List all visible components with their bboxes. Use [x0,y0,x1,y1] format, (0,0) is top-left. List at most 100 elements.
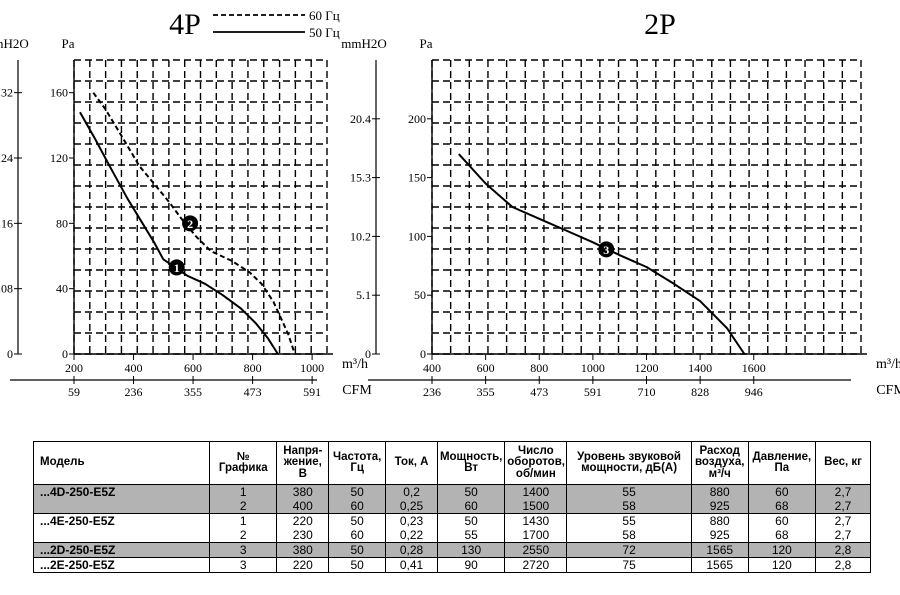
cell-weight: 2,7 [815,499,871,514]
y-tick-label: 0 [420,347,426,361]
chart-title: 2P [644,8,676,41]
y-tick-label: 160 [50,86,68,100]
cell-airflow: 1565 [690,542,749,558]
cell-rpm: 2720 [504,557,568,573]
header-current: Ток, А [385,441,438,485]
cfm-tick-label: 710 [638,385,656,399]
operating-point-marker [168,259,185,276]
y-tick-label: 120 [50,151,68,165]
x2-axis-label: CFM [876,383,900,398]
operating-point-label: 1 [174,261,180,275]
cell-graph: 3 [209,557,278,573]
header-model: Модель [32,441,211,485]
table-row: ...4D-250-E5Z 1 380 50 0,2 50 1400 55 88… [32,484,871,499]
y2-tick-label: 12.24 [0,151,13,165]
cell-model [32,528,211,543]
cfm-tick-label: 473 [244,385,262,399]
cell-pressure: 60 [747,484,817,499]
cell-frequency: 50 [328,484,387,499]
cell-airflow: 925 [690,528,749,543]
x-tick-label: 800 [530,361,548,375]
x-tick-label: 400 [423,361,441,375]
cell-airflow: 1565 [690,557,749,573]
cell-power: 60 [436,499,506,514]
x-tick-label: 1400 [688,361,712,375]
cfm-tick-label: 591 [584,385,602,399]
cell-model: ...4D-250-E5Z [32,484,211,499]
cell-rpm: 2550 [504,542,568,558]
cell-power: 130 [436,542,506,558]
y-tick-label: 200 [408,112,426,126]
x-tick-label: 600 [184,361,202,375]
cell-weight: 2,7 [815,513,871,528]
y2-axis-label: mmH2O [0,36,29,51]
table-row: ...2D-250-E5Z 3 380 50 0,28 130 2550 72 … [32,542,871,558]
y2-tick-label: 4.08 [0,282,13,296]
cell-graph: 1 [209,513,278,528]
x-tick-label: 800 [244,361,262,375]
cell-sound-level: 58 [566,499,692,514]
y2-tick-label: 10.2 [350,229,371,243]
cell-power: 50 [436,484,506,499]
cell-power: 55 [436,528,506,543]
table-row: ...2E-250-E5Z 3 220 50 0,41 90 2720 75 1… [32,557,871,573]
cell-voltage: 380 [276,542,330,558]
cell-frequency: 50 [328,542,387,558]
cfm-tick-label: 591 [303,385,321,399]
cell-current: 0,2 [385,484,438,499]
cfm-tick-label: 236 [423,385,441,399]
cell-sound-level: 55 [566,484,692,499]
cell-voltage: 400 [276,499,330,514]
cell-pressure: 120 [747,557,817,573]
y2-tick-label: 20.4 [350,112,371,126]
cell-graph: 2 [209,499,278,514]
x-tick-label: 400 [125,361,143,375]
cell-weight: 2,7 [815,484,871,499]
y2-tick-label: 16.32 [0,86,13,100]
x-tick-label: 1000 [300,361,324,375]
x-axis-label: m³/h [876,357,900,372]
chart-grid [431,59,862,355]
cell-current: 0,23 [385,513,438,528]
cell-rpm: 1700 [504,528,568,543]
cfm-tick-label: 828 [691,385,709,399]
series-line-60hz [92,92,296,353]
y-tick-label: 50 [414,288,426,302]
specifications-table: Модель № Графика Напря-жение, В Частота,… [32,441,871,573]
y-tick-label: 150 [408,171,426,185]
cell-weight: 2,8 [815,542,871,558]
cell-sound-level: 75 [566,557,692,573]
header-rpm: Число оборотов, об/мин [504,441,568,485]
cell-model: ...4E-250-E5Z [32,513,211,528]
cell-airflow: 925 [690,499,749,514]
legend-label: 60 Гц [309,8,340,23]
cell-frequency: 50 [328,513,387,528]
cfm-tick-label: 355 [477,385,495,399]
cell-graph: 1 [209,484,278,499]
table-row: 2 400 60 0,25 60 1500 58 925 68 2,7 [32,499,871,514]
x-tick-label: 1200 [635,361,659,375]
cell-current: 0,28 [385,542,438,558]
chart-title: 4P [169,8,201,41]
cell-rpm: 1500 [504,499,568,514]
cell-graph: 2 [209,528,278,543]
cell-sound-level: 55 [566,513,692,528]
y-tick-label: 100 [408,229,426,243]
cell-sound-level: 58 [566,528,692,543]
cell-voltage: 230 [276,528,330,543]
cell-pressure: 68 [747,528,817,543]
cell-frequency: 50 [328,557,387,573]
cell-voltage: 220 [276,513,330,528]
cell-weight: 2,8 [815,557,871,573]
cell-model: ...2D-250-E5Z [32,542,211,558]
x-tick-label: 1600 [742,361,766,375]
header-graph-number: № Графика [209,441,278,485]
cell-rpm: 1430 [504,513,568,528]
cell-model: ...2E-250-E5Z [32,557,211,573]
cell-rpm: 1400 [504,484,568,499]
cell-model [32,499,211,514]
header-frequency: Частота, Гц [328,441,387,485]
header-voltage: Напря-жение, В [276,441,330,485]
